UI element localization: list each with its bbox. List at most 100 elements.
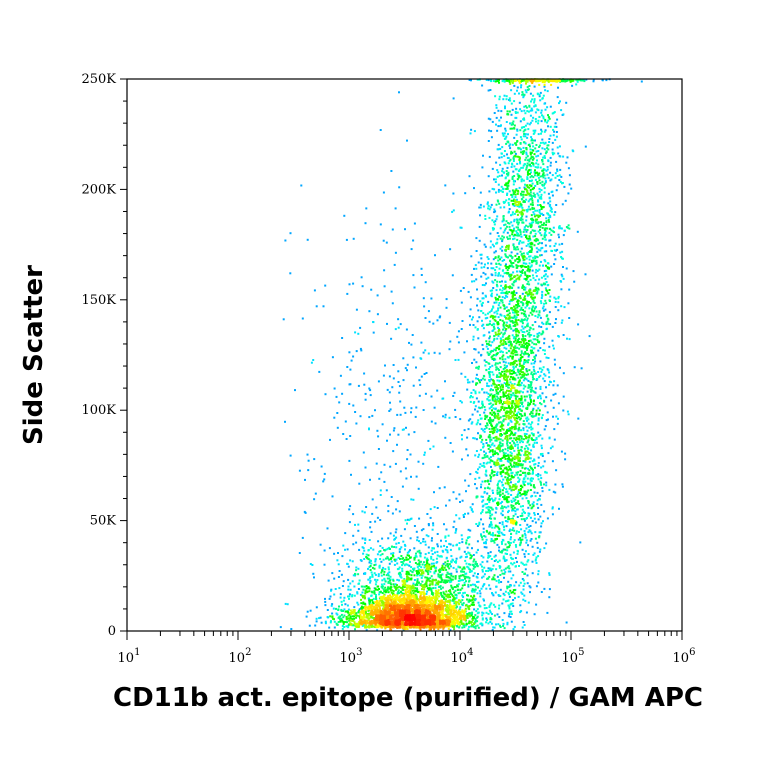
event-point <box>546 266 549 269</box>
event-point <box>457 583 460 586</box>
event-point <box>525 359 528 362</box>
event-point <box>529 525 532 527</box>
event-point <box>556 170 559 173</box>
event-point <box>410 475 412 478</box>
event-point <box>501 269 504 272</box>
event-point <box>549 380 551 383</box>
event-point <box>524 278 527 280</box>
event-point <box>539 249 542 252</box>
event-point <box>545 217 548 220</box>
event-point <box>421 574 424 577</box>
event-point <box>522 482 525 485</box>
event-point <box>359 559 362 561</box>
event-point <box>533 229 535 232</box>
event-point <box>522 480 525 483</box>
event-point <box>489 474 492 477</box>
event-point <box>498 262 501 265</box>
event-point <box>509 147 512 150</box>
event-point <box>513 192 516 195</box>
event-point <box>500 422 503 425</box>
event-point <box>546 166 549 168</box>
event-point <box>403 578 406 580</box>
event-point <box>476 471 479 474</box>
event-point <box>430 420 433 423</box>
event-point <box>517 429 520 432</box>
event-point <box>549 214 552 217</box>
event-point <box>480 587 483 590</box>
event-point <box>413 567 416 570</box>
event-point <box>516 86 519 89</box>
event-point <box>539 388 542 390</box>
event-point <box>536 316 539 319</box>
event-point <box>502 525 505 528</box>
event-point <box>461 438 463 441</box>
event-point <box>503 612 506 615</box>
event-point <box>391 386 394 389</box>
event-point <box>524 89 527 92</box>
event-point <box>540 403 543 406</box>
event-point <box>375 462 378 465</box>
event-point <box>308 624 311 627</box>
event-point <box>516 219 519 222</box>
event-point <box>497 190 500 193</box>
event-point <box>505 397 508 400</box>
event-point <box>532 378 535 381</box>
event-point <box>527 526 530 528</box>
event-point <box>498 616 501 618</box>
event-point <box>532 433 535 436</box>
event-point <box>448 321 451 324</box>
event-point <box>537 473 540 476</box>
event-point <box>530 249 533 252</box>
event-point <box>515 266 518 269</box>
event-point <box>521 91 524 94</box>
event-point <box>397 572 400 575</box>
event-point <box>466 555 468 558</box>
event-point <box>526 416 529 419</box>
event-point <box>504 107 506 110</box>
event-point <box>403 592 406 595</box>
event-point <box>514 110 517 113</box>
event-point <box>513 336 516 338</box>
event-point <box>516 552 519 555</box>
event-point <box>413 431 416 434</box>
event-point <box>557 309 560 312</box>
event-point <box>503 272 506 275</box>
event-point <box>485 621 488 624</box>
event-point <box>384 589 387 592</box>
event-point <box>513 625 516 628</box>
event-point <box>398 550 401 553</box>
event-point <box>465 553 468 555</box>
event-point <box>474 625 477 628</box>
event-point <box>406 369 408 372</box>
event-point <box>505 290 508 293</box>
event-point <box>584 145 587 148</box>
event-point <box>551 194 554 197</box>
event-point <box>533 372 536 375</box>
event-point <box>503 236 505 239</box>
event-point <box>543 85 546 88</box>
density-scatter-layer <box>279 78 643 632</box>
event-point <box>329 438 331 441</box>
event-point <box>523 624 526 626</box>
event-point <box>436 561 439 563</box>
event-point <box>530 400 532 403</box>
event-point <box>542 305 545 308</box>
event-point <box>481 388 483 391</box>
event-point <box>459 574 462 577</box>
event-point <box>341 392 344 395</box>
event-point <box>450 565 452 568</box>
event-point <box>388 562 391 565</box>
event-point <box>546 320 549 323</box>
event-point <box>410 574 413 577</box>
event-point <box>540 130 543 133</box>
event-point <box>492 287 495 289</box>
event-point <box>506 194 508 196</box>
event-point <box>509 372 512 375</box>
event-point <box>523 563 526 566</box>
event-point <box>348 619 351 622</box>
event-point <box>501 235 504 238</box>
event-point <box>329 615 332 618</box>
event-point <box>558 174 561 177</box>
event-point <box>400 534 403 537</box>
event-point <box>418 551 421 554</box>
